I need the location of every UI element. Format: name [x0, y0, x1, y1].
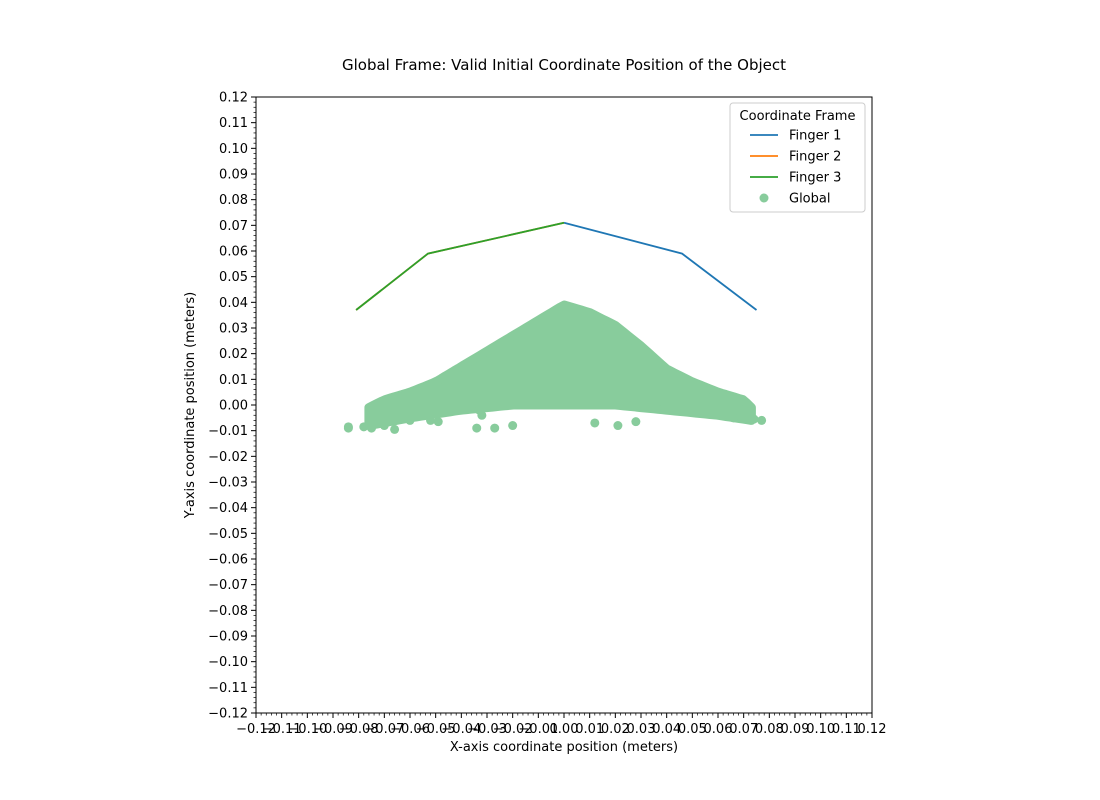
axes-layer: −0.12−0.11−0.10−0.09−0.08−0.07−0.06−0.05…: [208, 91, 886, 738]
x-tick-label: 0.11: [832, 722, 861, 737]
legend: Coordinate Frame Finger 1 Finger 2 Finger 3…: [729, 102, 866, 213]
x-tick-label: −0.01: [518, 722, 558, 737]
global-scatter-point: [426, 415, 436, 425]
x-tick-label: −0.03: [467, 722, 507, 737]
y-tick-label: 0.11: [219, 116, 248, 131]
x-tick-label: 0.01: [575, 722, 604, 737]
y-tick-label: −0.05: [208, 527, 248, 542]
global-scatter-point: [613, 421, 623, 431]
series-line-finger-3: [355, 221, 565, 311]
x-tick-label: 0.12: [858, 722, 887, 737]
series-line-finger-2: [355, 221, 565, 311]
x-tick-label: 0.10: [806, 722, 835, 737]
x-tick-label: 0.08: [755, 722, 784, 737]
global-scatter-point: [651, 404, 661, 414]
legend-entry-label: Finger 1: [789, 129, 841, 144]
y-tick-label: −0.04: [208, 501, 248, 516]
global-scatter-point: [343, 422, 353, 432]
y-tick-label: −0.07: [208, 578, 248, 593]
global-scatter-point: [474, 405, 484, 415]
data-layer: [343, 221, 767, 434]
x-tick-label: −0.08: [339, 722, 379, 737]
x-tick-label: 0.02: [601, 722, 630, 737]
global-scatter-cloud: [364, 300, 756, 430]
global-scatter-point: [433, 417, 443, 427]
x-tick-label: −0.02: [493, 722, 533, 737]
x-tick-label: 0.05: [678, 722, 707, 737]
x-tick-label: −0.12: [236, 722, 276, 737]
global-scatter-point: [631, 417, 641, 427]
y-tick-label: 0.12: [219, 91, 248, 106]
y-tick-label: 0.06: [219, 245, 248, 260]
y-tick-label: 0.05: [219, 270, 248, 285]
x-tick-label: −0.07: [364, 722, 404, 737]
x-tick-label: 0.03: [627, 722, 656, 737]
y-tick-label: −0.08: [208, 604, 248, 619]
y-tick-label: −0.11: [208, 681, 248, 696]
legend-box: [729, 102, 866, 213]
x-tick-label: −0.06: [390, 722, 430, 737]
legend-entry-label: Global: [789, 192, 830, 207]
y-axis-label: Y-axis coordinate position (meters): [183, 292, 198, 519]
legend-swatch: [759, 193, 769, 203]
y-tick-label: −0.03: [208, 476, 248, 491]
y-tick-label: 0.03: [219, 322, 248, 337]
legend-title: Coordinate Frame: [740, 109, 856, 124]
global-scatter-point: [359, 422, 369, 432]
x-tick-label: −0.09: [313, 722, 353, 737]
y-tick-label: −0.06: [208, 553, 248, 568]
y-tick-label: −0.12: [208, 707, 248, 722]
x-tick-label: −0.10: [287, 722, 327, 737]
global-scatter-point: [749, 414, 759, 424]
y-tick-label: −0.10: [208, 655, 248, 670]
y-tick-label: 0.08: [219, 193, 248, 208]
global-scatter-point: [590, 418, 600, 428]
global-scatter-point: [405, 415, 415, 425]
y-tick-label: 0.07: [219, 219, 248, 234]
global-scatter-point: [472, 423, 482, 433]
x-tick-label: −0.11: [262, 722, 302, 737]
x-tick-label: 0.04: [652, 722, 681, 737]
global-scatter-point: [390, 424, 400, 434]
x-tick-label: 0.07: [729, 722, 758, 737]
legend-entry-label: Finger 2: [789, 150, 841, 165]
global-scatter-point: [367, 423, 376, 433]
global-scatter-point: [757, 415, 767, 425]
series-line-finger-1: [563, 221, 758, 311]
y-tick-label: −0.02: [208, 450, 248, 465]
y-tick-label: 0.02: [219, 347, 248, 362]
chart-title: Global Frame: Valid Initial Coordinate P…: [342, 56, 786, 74]
x-tick-label: 0.00: [550, 722, 579, 737]
x-tick-label: 0.09: [781, 722, 810, 737]
legend-entry-label: Finger 3: [789, 171, 841, 186]
x-axis-label: X-axis coordinate position (meters): [450, 740, 678, 755]
y-tick-label: −0.01: [208, 424, 248, 439]
y-tick-label: 0.04: [219, 296, 248, 311]
global-scatter-point: [490, 423, 500, 433]
x-tick-label: −0.04: [441, 722, 481, 737]
y-tick-label: 0.10: [219, 142, 248, 157]
x-tick-label: −0.05: [416, 722, 456, 737]
y-tick-label: 0.01: [219, 373, 248, 388]
x-tick-label: 0.06: [704, 722, 733, 737]
global-scatter-point: [728, 413, 738, 423]
global-scatter-point: [379, 421, 389, 431]
y-tick-label: −0.09: [208, 630, 248, 645]
y-tick-label: 0.00: [219, 399, 248, 414]
y-tick-label: 0.09: [219, 168, 248, 183]
global-scatter-point: [508, 421, 518, 431]
